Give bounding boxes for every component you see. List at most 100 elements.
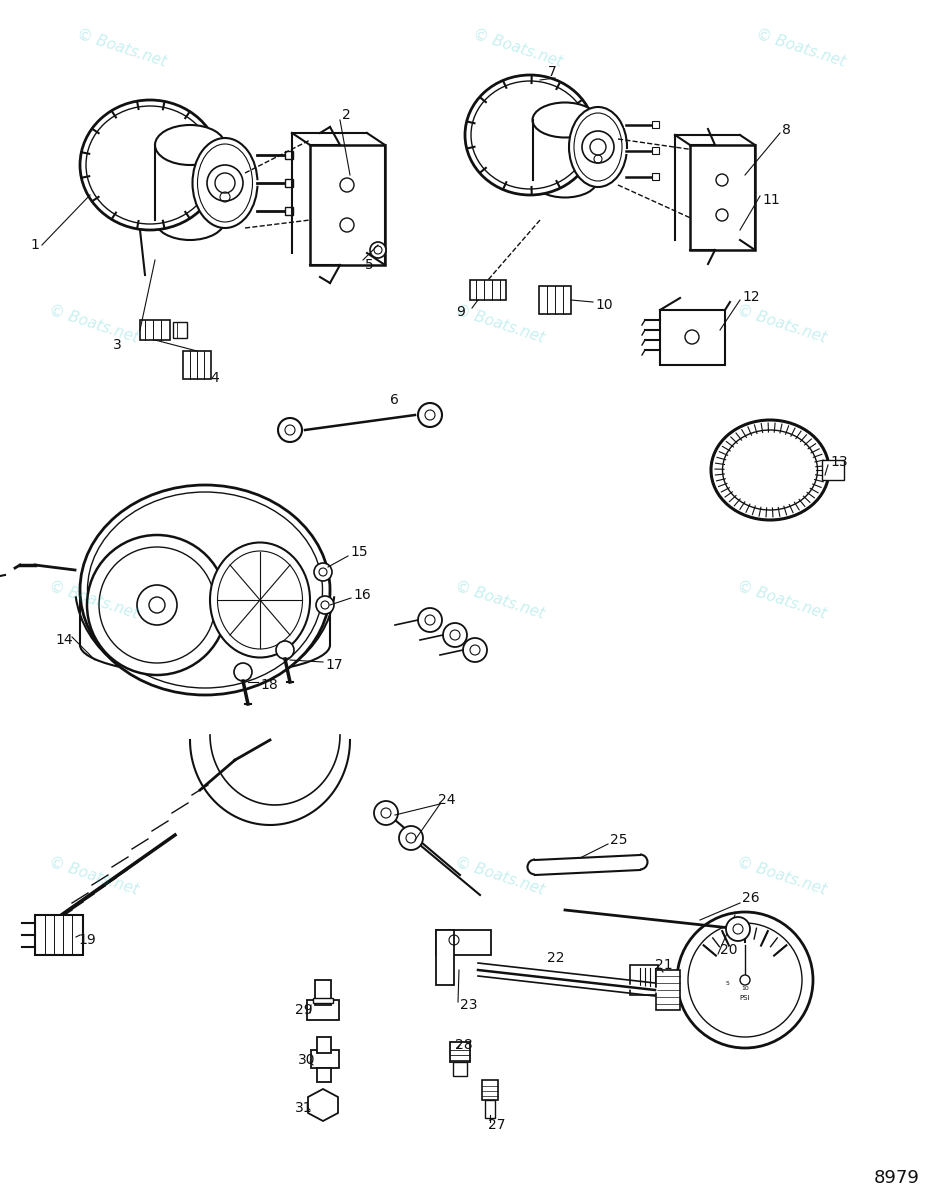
Bar <box>315 980 331 1006</box>
Text: 15: 15 <box>350 545 368 559</box>
Circle shape <box>215 173 235 193</box>
Circle shape <box>137 584 177 625</box>
Text: 17: 17 <box>325 658 342 672</box>
Bar <box>310 145 385 265</box>
Circle shape <box>314 563 332 581</box>
Circle shape <box>740 974 750 985</box>
Text: 2: 2 <box>342 108 351 122</box>
Bar <box>652 173 659 180</box>
Bar <box>630 965 658 995</box>
Text: © Boats.net: © Boats.net <box>453 302 546 346</box>
Text: 25: 25 <box>610 833 627 847</box>
Bar <box>307 1000 339 1020</box>
Bar <box>35 914 83 955</box>
Bar <box>317 1037 331 1054</box>
Bar <box>317 1068 331 1082</box>
Circle shape <box>677 912 813 1048</box>
Bar <box>436 930 491 955</box>
Bar <box>470 280 506 300</box>
Bar <box>311 1050 339 1068</box>
Circle shape <box>87 535 227 674</box>
Text: © Boats.net: © Boats.net <box>75 26 169 70</box>
Circle shape <box>463 638 487 662</box>
Bar <box>173 322 187 338</box>
Text: 1: 1 <box>30 238 39 252</box>
Ellipse shape <box>80 100 220 230</box>
Ellipse shape <box>155 125 225 164</box>
Circle shape <box>278 418 302 442</box>
Bar <box>183 350 211 379</box>
Text: PSI: PSI <box>739 995 751 1001</box>
Text: © Boats.net: © Boats.net <box>47 854 141 898</box>
Text: 18: 18 <box>260 678 278 692</box>
Text: 3: 3 <box>113 338 122 352</box>
Text: 10: 10 <box>741 986 749 991</box>
Circle shape <box>399 826 423 850</box>
Bar <box>313 998 333 1003</box>
Text: © Boats.net: © Boats.net <box>736 854 829 898</box>
Text: 19: 19 <box>78 934 96 947</box>
Circle shape <box>582 131 614 163</box>
Bar <box>436 930 454 985</box>
Bar <box>822 460 844 480</box>
Ellipse shape <box>465 74 595 194</box>
Text: © Boats.net: © Boats.net <box>472 26 565 70</box>
Text: 6: 6 <box>390 392 399 407</box>
Bar <box>539 286 571 314</box>
Ellipse shape <box>210 542 310 658</box>
Circle shape <box>316 596 334 614</box>
Bar <box>485 1100 495 1118</box>
Text: 7: 7 <box>548 65 556 79</box>
Text: 8979: 8979 <box>874 1169 920 1187</box>
Bar <box>660 310 725 365</box>
Text: 8: 8 <box>782 122 791 137</box>
Circle shape <box>443 623 467 647</box>
Text: 23: 23 <box>460 998 477 1012</box>
Ellipse shape <box>533 102 598 138</box>
Text: © Boats.net: © Boats.net <box>453 854 546 898</box>
Text: 29: 29 <box>295 1003 313 1018</box>
Text: © Boats.net: © Boats.net <box>736 302 829 346</box>
Text: 10: 10 <box>595 298 613 312</box>
Text: 12: 12 <box>742 290 760 304</box>
Text: 22: 22 <box>547 950 565 965</box>
Text: 14: 14 <box>55 634 73 647</box>
Text: 28: 28 <box>455 1038 472 1052</box>
Bar <box>140 320 170 340</box>
Bar <box>482 1080 498 1100</box>
Bar <box>450 1042 470 1062</box>
Text: 21: 21 <box>655 958 672 972</box>
Circle shape <box>370 242 386 258</box>
Text: 27: 27 <box>488 1118 505 1132</box>
Bar <box>652 121 659 128</box>
Circle shape <box>207 164 243 200</box>
Circle shape <box>726 917 750 941</box>
Ellipse shape <box>80 485 330 695</box>
Text: © Boats.net: © Boats.net <box>47 578 141 622</box>
Circle shape <box>149 596 165 613</box>
Text: © Boats.net: © Boats.net <box>453 578 546 622</box>
Text: 31: 31 <box>295 1102 313 1115</box>
Text: 13: 13 <box>830 455 848 469</box>
Bar <box>453 1062 467 1076</box>
Text: © Boats.net: © Boats.net <box>736 578 829 622</box>
Text: 11: 11 <box>762 193 780 206</box>
Circle shape <box>418 608 442 632</box>
Text: 4: 4 <box>210 371 219 385</box>
Text: 16: 16 <box>353 588 371 602</box>
Circle shape <box>276 641 294 659</box>
Bar <box>652 146 659 154</box>
Text: 26: 26 <box>742 890 760 905</box>
Circle shape <box>374 802 398 826</box>
Bar <box>285 206 293 215</box>
Text: 5: 5 <box>725 982 729 986</box>
Text: 30: 30 <box>298 1054 316 1067</box>
Text: 5: 5 <box>365 258 373 272</box>
Ellipse shape <box>192 138 257 228</box>
Bar <box>690 145 755 250</box>
Bar <box>656 970 680 1010</box>
Text: © Boats.net: © Boats.net <box>754 26 848 70</box>
Circle shape <box>590 139 606 155</box>
Bar <box>285 151 293 158</box>
Ellipse shape <box>569 107 627 187</box>
